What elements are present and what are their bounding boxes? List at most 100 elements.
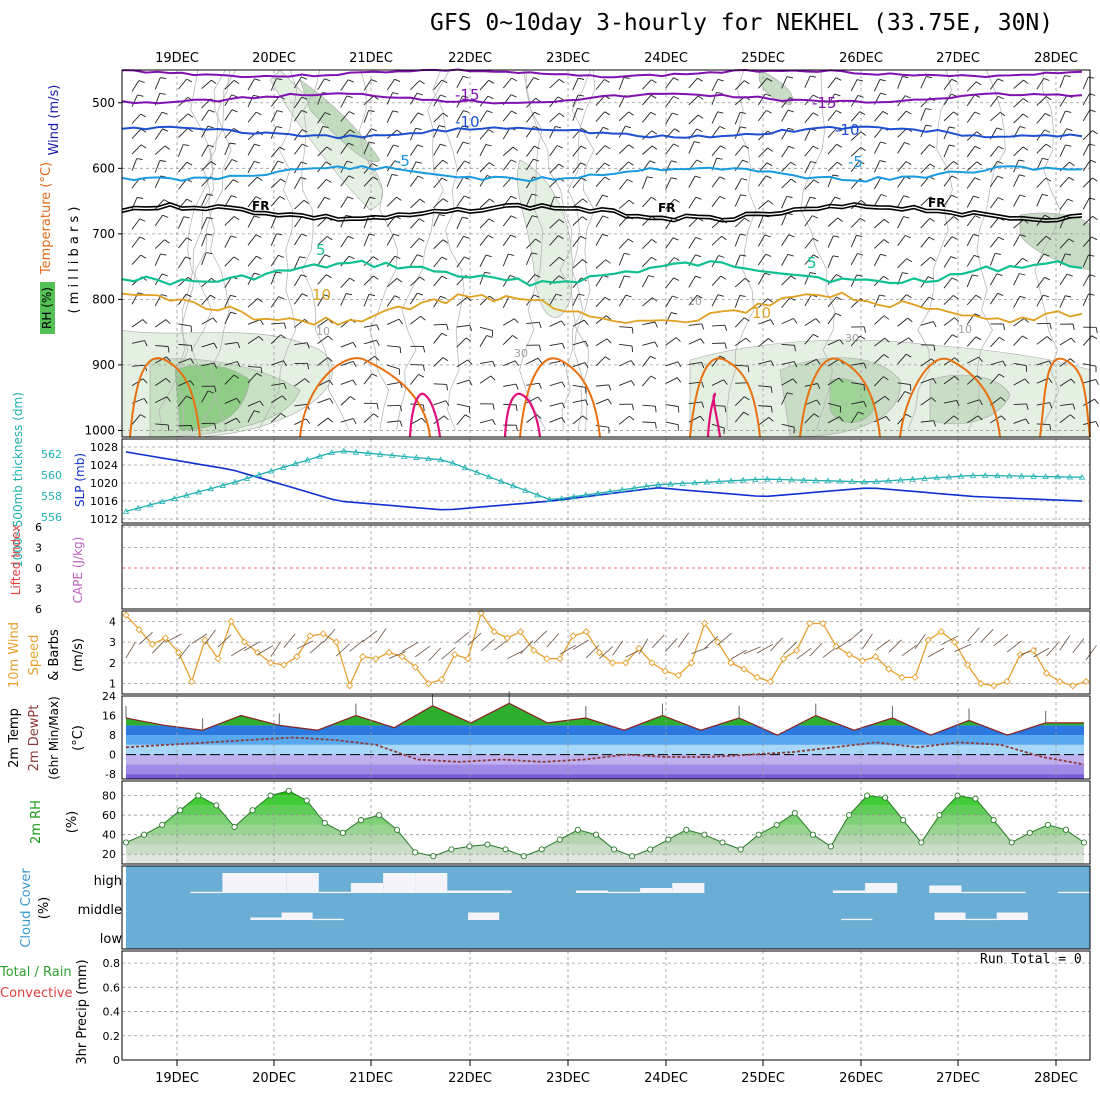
wind-barb — [224, 79, 240, 90]
wind-barb — [1036, 77, 1050, 90]
temp-band — [126, 735, 1084, 745]
wind-barb — [178, 425, 194, 432]
wind-barb — [572, 108, 584, 121]
wind-barb — [665, 160, 678, 173]
wind10-marker — [871, 653, 880, 661]
contour-label: FR — [658, 201, 675, 215]
thickness-marker — [945, 473, 953, 480]
wind-barb — [247, 196, 262, 208]
wind-barb — [897, 258, 913, 269]
wind-barb — [943, 295, 959, 305]
thickness-marker — [497, 477, 505, 484]
wind-barb — [711, 379, 728, 386]
wind-barb — [433, 159, 448, 170]
wind-barb — [1036, 276, 1051, 289]
wind-barb — [990, 111, 1006, 122]
wind-barb — [734, 317, 750, 328]
wind-barb — [178, 237, 193, 249]
rh2m-marker — [665, 836, 672, 843]
wind-barb — [224, 142, 236, 156]
wind-barb — [1013, 362, 1027, 372]
wind10-marker — [819, 619, 827, 628]
wind10-marker — [345, 682, 354, 690]
wind-barb — [688, 196, 702, 209]
rh2m-marker — [647, 846, 654, 853]
wind-barb — [271, 360, 287, 367]
rh2m-marker — [683, 826, 690, 833]
panel-border — [121, 950, 1091, 1061]
wind-barb — [294, 233, 308, 246]
wind10-marker — [608, 659, 617, 667]
wind-barb — [294, 293, 308, 305]
wind-barb — [920, 163, 936, 174]
wind10-barb — [375, 628, 387, 644]
wind-barb — [665, 237, 679, 249]
wind-barb — [526, 344, 542, 351]
cloud-cell — [479, 890, 512, 893]
cloud-level-label: high — [94, 874, 122, 889]
wind-barb — [1082, 215, 1098, 226]
wind-barb — [247, 400, 264, 407]
wind10-barb — [270, 641, 281, 658]
wind-barb — [920, 420, 937, 427]
wind-barb — [155, 423, 170, 431]
cloud-cell — [993, 891, 1026, 894]
thickness-marker — [691, 479, 698, 486]
wind-barb — [270, 196, 286, 207]
wind-barb — [804, 399, 821, 406]
wind-barb — [897, 382, 912, 391]
wind10-barb — [533, 630, 548, 644]
wind-barb — [178, 78, 193, 90]
wind-barb — [572, 177, 587, 189]
thickness-marker — [655, 481, 662, 488]
wind-barb — [363, 196, 376, 210]
wind-barb — [989, 252, 1001, 266]
wind-barb — [525, 215, 539, 228]
wind10-barb — [388, 651, 406, 659]
wind-barb — [804, 358, 821, 366]
wind-barb — [456, 324, 473, 332]
thickness-marker — [667, 480, 674, 487]
wind-barb — [387, 420, 403, 427]
thickness-marker — [631, 484, 638, 491]
wind-barb — [503, 383, 519, 390]
wind-barb — [990, 175, 1004, 188]
rh2m-marker — [177, 807, 184, 814]
wind10-barb — [743, 646, 761, 655]
wind-barb — [386, 144, 400, 157]
wind-barb — [665, 198, 680, 210]
wind-barb — [1059, 95, 1073, 107]
wind-barb — [572, 384, 587, 394]
temp2m-panel: 24 16 8 0 -8 — [102, 690, 1085, 781]
slp-line — [125, 451, 1083, 511]
rh2m-marker — [936, 812, 943, 819]
wind-barb — [851, 401, 867, 408]
rh2m-marker — [809, 831, 816, 838]
rh2m-marker — [430, 853, 437, 860]
wind-barb — [1036, 423, 1052, 431]
wind-barb — [131, 340, 148, 347]
wind10-barb — [717, 632, 732, 646]
wind10-barb — [520, 640, 534, 655]
wind-barb — [502, 335, 518, 345]
wind-barb — [1013, 194, 1026, 207]
date-label-bottom: 28DEC — [1034, 1071, 1078, 1086]
wind10-barb — [559, 644, 576, 655]
upper-ytick-label: 500 — [92, 96, 115, 110]
wind-barb — [665, 337, 681, 346]
cloud-cell — [318, 891, 351, 894]
wind-barb — [386, 233, 400, 246]
date-label-bottom: 25DEC — [741, 1071, 785, 1086]
wind10-barb — [928, 647, 945, 658]
wind-barb — [270, 146, 286, 158]
wind10-marker — [727, 659, 735, 667]
wind-barb — [317, 357, 333, 366]
temp-band — [126, 725, 1084, 736]
wind10-barb — [835, 638, 852, 650]
thickness-marker — [364, 449, 372, 456]
wind-barb — [874, 111, 889, 122]
temp-contour-15 — [1039, 357, 1091, 438]
wind-barb — [340, 235, 354, 248]
axis-label-cape: CAPE (J/kg) — [71, 537, 85, 604]
